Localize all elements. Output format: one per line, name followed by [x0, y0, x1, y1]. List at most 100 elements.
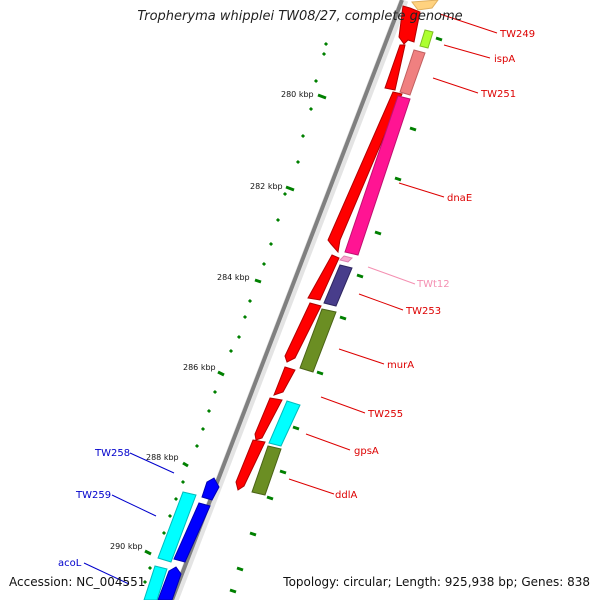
gc-mark: [266, 495, 274, 501]
reverse-genes: [143, 477, 220, 600]
gene-ispa: [384, 44, 406, 91]
tick-label: 288 kbp: [146, 453, 179, 462]
gc-mark: [249, 531, 257, 537]
gene-label-ispa: ispA: [494, 54, 515, 65]
tick-mark: [182, 461, 189, 468]
gc-mark: [147, 565, 153, 571]
tick-mark: [317, 93, 327, 100]
feature-lime: [419, 29, 434, 49]
gc-mark: [247, 298, 253, 304]
label-connector: [443, 44, 491, 59]
gc-mark: [409, 126, 417, 132]
gc-mark: [323, 41, 329, 47]
gc-mark: [200, 426, 206, 432]
gc-mark: [236, 566, 244, 572]
gene-label-tw249: TW249: [499, 29, 535, 40]
gc-mark: [212, 389, 218, 395]
gene-labels: TW249 ispA TW251 dnaE TWt12 TW253 murA T…: [58, 29, 535, 569]
gene-label-dnae: dnaE: [447, 193, 472, 204]
label-connector: [111, 494, 157, 517]
tick-label: 290 kbp: [110, 542, 143, 551]
label-connector: [320, 396, 366, 414]
gc-skew-marks: [142, 36, 443, 594]
gene-label-tw251: TW251: [480, 89, 516, 100]
gc-mark: [167, 513, 173, 519]
gc-mark: [268, 241, 274, 247]
label-connector: [305, 433, 351, 451]
gene-tw258-block: [201, 477, 220, 501]
tick-labels: 280 kbp 282 kbp 284 kbp 286 kbp 288 kbp …: [110, 90, 314, 551]
genome-title: Tropheryma whipplei TW08/27, complete ge…: [137, 9, 463, 24]
gene-label-tw259: TW259: [75, 490, 111, 501]
label-connector: [129, 452, 175, 474]
gene-tw255: [254, 397, 283, 441]
tick-label: 286 kbp: [183, 363, 216, 372]
gc-mark: [228, 348, 234, 354]
gc-mark: [316, 370, 324, 376]
gene-tw249: [398, 5, 421, 45]
gc-mark: [282, 191, 288, 197]
gc-mark: [394, 176, 402, 182]
feature-cyan-fwd: [268, 400, 301, 447]
gc-mark: [321, 51, 327, 57]
gc-mark: [374, 230, 382, 236]
gene-tw251: [327, 91, 403, 254]
gene-tw249-edge: [411, 0, 439, 11]
feature-cyan-rev-2: [143, 565, 168, 600]
gene-acol-block: [157, 566, 182, 600]
feature-navy: [323, 264, 353, 307]
gc-mark: [194, 443, 200, 449]
gene-label-connectors: [83, 13, 498, 585]
forward-genes: [235, 0, 439, 496]
gene-label-tw255: TW255: [367, 409, 403, 420]
accession-label: Accession: NC_004551: [9, 575, 146, 589]
gc-mark: [339, 315, 347, 321]
topology-summary: Topology: circular; Length: 925,938 bp; …: [283, 575, 590, 589]
gc-mark: [142, 579, 148, 585]
feature-olive-1: [299, 308, 337, 373]
gc-mark: [242, 314, 248, 320]
gene-gpsa: [235, 439, 266, 491]
gene-label-ddla: ddlA: [335, 490, 357, 501]
gc-mark: [308, 106, 314, 112]
gene-label-twt12: TWt12: [416, 279, 450, 290]
label-connector: [288, 478, 335, 495]
gc-mark: [236, 334, 242, 340]
gene-tw253: [284, 302, 322, 363]
gc-mark: [229, 588, 237, 594]
label-connector: [338, 348, 385, 365]
feature-light: [399, 49, 426, 96]
gc-mark: [206, 408, 212, 414]
gc-mark: [435, 36, 443, 42]
gc-mark: [300, 133, 306, 139]
gene-mura: [273, 366, 296, 396]
gene-label-acol: acoL: [58, 558, 82, 569]
label-connector: [367, 266, 416, 285]
label-connector: [83, 562, 130, 585]
tick-label: 280 kbp: [281, 90, 314, 99]
feature-pink: [344, 95, 411, 256]
tick-mark: [285, 185, 295, 192]
gene-label-tw258: TW258: [94, 448, 130, 459]
gene-label-gpsa: gpsA: [354, 446, 379, 457]
feature-olive-2: [251, 445, 282, 496]
tick-mark: [217, 370, 225, 377]
label-connector: [432, 77, 479, 94]
feature-pink-tail: [339, 255, 353, 263]
gc-mark: [313, 78, 319, 84]
tick-label: 282 kbp: [250, 182, 283, 191]
label-connector: [439, 13, 498, 34]
gene-label-tw253: TW253: [405, 306, 441, 317]
gc-mark: [180, 479, 186, 485]
gc-mark: [173, 496, 179, 502]
gc-mark: [275, 217, 281, 223]
label-connector: [358, 293, 404, 311]
gc-mark: [279, 469, 287, 475]
gc-mark: [356, 273, 364, 279]
label-connector: [398, 182, 445, 198]
gc-mark: [292, 425, 300, 431]
tick-marks: [144, 93, 327, 556]
gene-label-mura: murA: [387, 360, 414, 371]
tick-label: 284 kbp: [217, 273, 250, 282]
